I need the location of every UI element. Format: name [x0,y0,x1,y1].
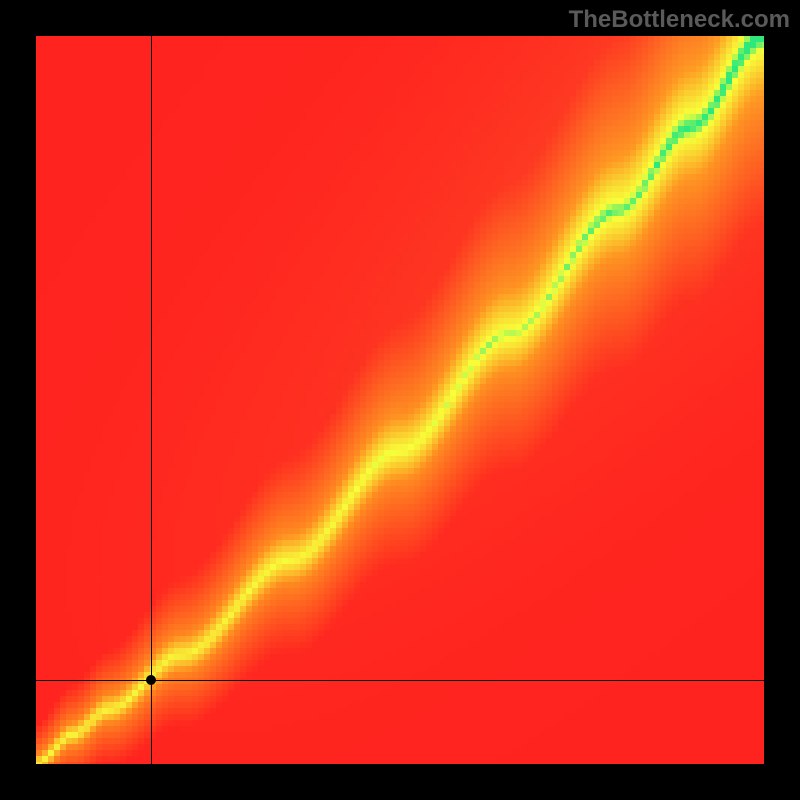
bottleneck-heatmap [36,36,764,764]
chart-frame [36,36,764,764]
crosshair-vertical [151,36,152,764]
crosshair-marker [146,675,156,685]
watermark-text: TheBottleneck.com [0,0,800,36]
